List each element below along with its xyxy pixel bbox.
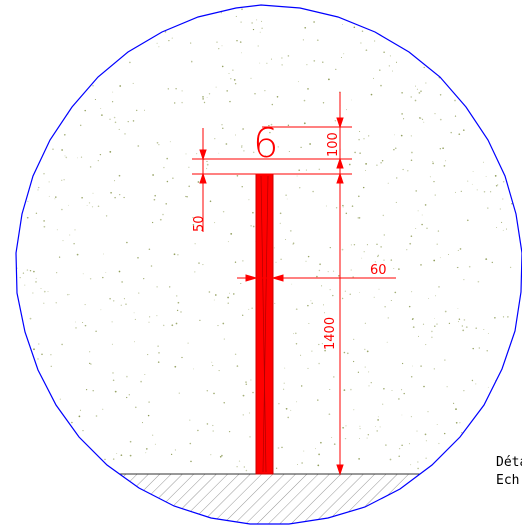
detail-circle [15,4,522,525]
reference-lines [192,126,352,175]
caption-line-2: Ech [496,473,520,488]
dimension-text-post-height: 1400 [323,317,338,350]
post [255,173,274,475]
dimension-text-top-overhang: 100 [326,132,341,157]
dimension-post-width [237,274,396,282]
dimension-chain-right [336,92,344,476]
dimension-text-post-width: 60 [370,263,387,278]
dimension-text-cap-depth: 50 [192,215,207,232]
ground-hatch [110,473,430,524]
concrete-speckle-fill [16,5,514,473]
caption-line-1: Déta [496,455,522,470]
mark-label: 6 [253,121,278,167]
dimension-cap-depth [199,128,207,232]
